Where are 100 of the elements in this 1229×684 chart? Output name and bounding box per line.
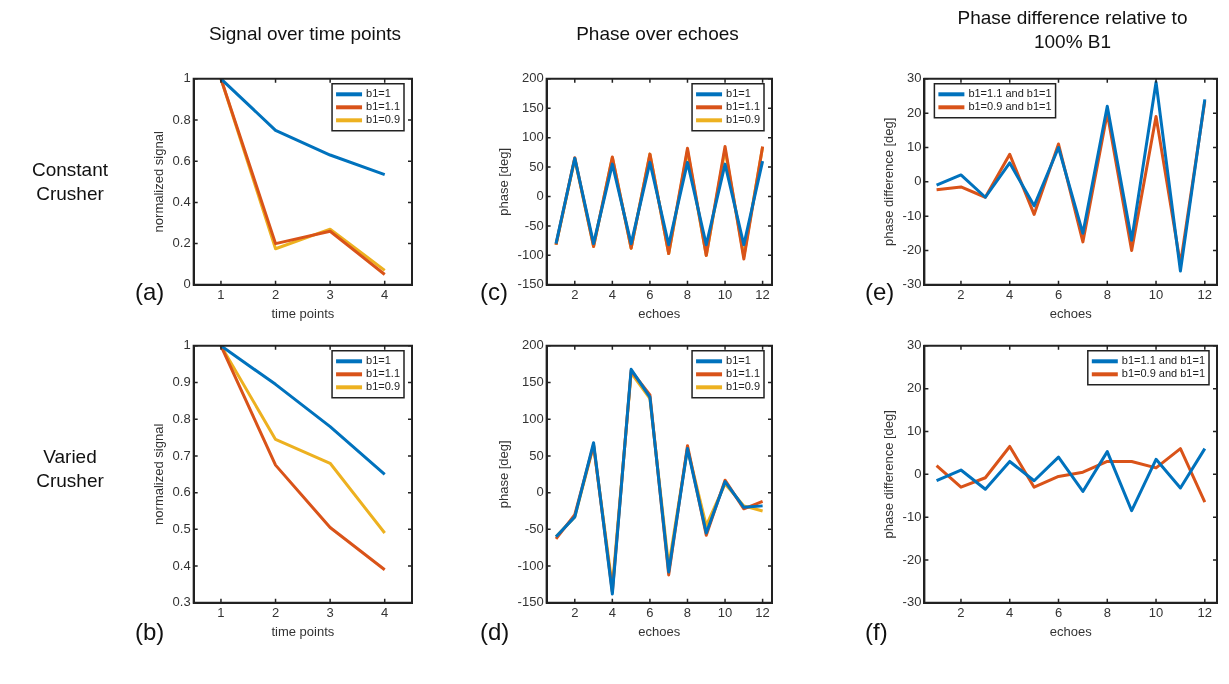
x-tick-label: 8 [683, 287, 692, 303]
y-tick-label: 10 [906, 139, 922, 155]
x-tick-label: 4 [381, 287, 389, 303]
y-tick-label: 20 [906, 380, 922, 396]
legend-label: b1=0.9 and b1=1 [1121, 367, 1206, 380]
x-axis-title: echoes [1049, 305, 1093, 321]
y-tick-label: -30 [902, 594, 922, 610]
legend-label: b1=0.9 [726, 113, 760, 126]
text: (d) [480, 618, 510, 646]
y-tick-label: 0.7 [172, 447, 191, 463]
y-tick-label: -20 [902, 551, 922, 567]
y-tick-label: 0 [536, 484, 544, 500]
y-tick-label: 0.4 [172, 557, 191, 573]
x-tick-label: 6 [646, 287, 654, 303]
x-tick-label: 6 [1054, 287, 1063, 303]
y-tick-label: 150 [521, 99, 544, 115]
y-tick-label: 10 [906, 423, 922, 439]
y-tick-label: 0 [914, 465, 922, 481]
legend-label: b1=1.1 and b1=1 [1121, 354, 1206, 367]
y-tick-label: -30 [902, 276, 922, 292]
y-tick-label: 0.2 [172, 235, 191, 251]
x-tick-label: 4 [1006, 605, 1014, 621]
y-tick-label: -50 [524, 217, 544, 233]
y-tick-label: 0.4 [172, 193, 191, 209]
x-tick-label: 4 [608, 605, 616, 621]
y-tick-label: 50 [529, 158, 544, 174]
x-axis-title: time points [271, 305, 335, 321]
y-axis-title: normalized signal [151, 131, 167, 233]
x-tick-label: 2 [271, 605, 280, 621]
legend-label: b1=0.9 [366, 380, 400, 393]
y-tick-label: 0.8 [172, 111, 191, 127]
legend-label: b1=1.1 [366, 100, 400, 113]
y-tick-label: 0.6 [172, 484, 191, 500]
x-axis-title: time points [271, 623, 335, 639]
x-tick-label: 10 [1148, 287, 1164, 303]
y-tick-label: -100 [517, 246, 544, 262]
text: (b) [135, 618, 165, 646]
y-tick-label: 200 [521, 70, 544, 86]
text: (f) [865, 618, 888, 646]
legend-label: b1=0.9 [726, 380, 760, 393]
x-tick-label: 8 [1103, 287, 1111, 303]
y-tick-label: 0.3 [172, 594, 191, 610]
y-tick-label: -20 [902, 242, 922, 258]
y-tick-label: 150 [521, 374, 544, 390]
chart-title: Phase difference relative to 100% B1 [956, 6, 1189, 54]
x-axis-title: echoes [638, 623, 681, 639]
text: Constant Crusher [30, 158, 109, 206]
legend-label: b1=1.1 [726, 100, 760, 113]
legend-label: b1=1 [726, 354, 751, 367]
legend-label: b1=1.1 [366, 367, 400, 380]
x-tick-label: 4 [608, 287, 616, 303]
y-axis-title: normalized signal [151, 423, 167, 525]
y-tick-label: 0 [183, 276, 191, 292]
x-tick-label: 4 [1006, 287, 1014, 303]
x-axis-title: echoes [638, 305, 681, 321]
x-tick-label: 12 [755, 287, 770, 303]
x-axis-title: echoes [1049, 623, 1093, 639]
x-tick-label: 6 [1054, 605, 1063, 621]
x-tick-label: 10 [717, 287, 733, 303]
x-tick-label: 2 [571, 605, 579, 621]
x-tick-label: 8 [1103, 605, 1111, 621]
x-tick-label: 3 [326, 605, 334, 621]
x-tick-label: 10 [1148, 605, 1164, 621]
x-tick-label: 4 [381, 605, 389, 621]
y-tick-label: 0 [536, 188, 544, 204]
y-tick-label: 0.8 [172, 410, 191, 426]
x-tick-label: 1 [217, 605, 225, 621]
text: (e) [865, 278, 895, 306]
x-tick-label: 2 [571, 287, 579, 303]
x-tick-label: 8 [683, 605, 692, 621]
y-axis-title: phase difference [deg] [881, 117, 897, 247]
y-tick-label: 100 [521, 129, 544, 145]
y-tick-label: 1 [183, 337, 191, 353]
x-tick-label: 2 [957, 605, 965, 621]
y-tick-label: 100 [521, 410, 544, 426]
legend-label: b1=0.9 and b1=1 [968, 100, 1052, 113]
y-axis-title: phase [deg] [496, 440, 512, 509]
legend-label: b1=1 [366, 87, 391, 100]
x-tick-label: 2 [271, 287, 280, 303]
legend-label: b1=1.1 and b1=1 [968, 87, 1052, 100]
y-tick-label: -10 [902, 508, 922, 524]
x-tick-label: 10 [717, 605, 733, 621]
y-tick-label: 0 [914, 173, 922, 189]
x-tick-label: 12 [1197, 605, 1213, 621]
y-tick-label: 1 [183, 70, 191, 86]
y-tick-label: -100 [517, 557, 544, 573]
x-tick-label: 12 [755, 605, 770, 621]
chart-title: Phase over echoes [575, 22, 740, 46]
legend-label: b1=1.1 [726, 367, 760, 380]
x-tick-label: 12 [1197, 287, 1213, 303]
y-tick-label: 30 [906, 70, 922, 86]
x-tick-label: 2 [957, 287, 965, 303]
y-tick-label: -150 [517, 594, 544, 610]
text: (c) [480, 278, 508, 306]
text: (a) [135, 278, 165, 306]
y-tick-label: -10 [902, 207, 922, 223]
y-axis-title: phase difference [deg] [881, 410, 897, 539]
y-tick-label: 200 [521, 337, 544, 353]
legend-label: b1=0.9 [366, 113, 400, 126]
y-tick-label: 0.5 [172, 520, 191, 536]
